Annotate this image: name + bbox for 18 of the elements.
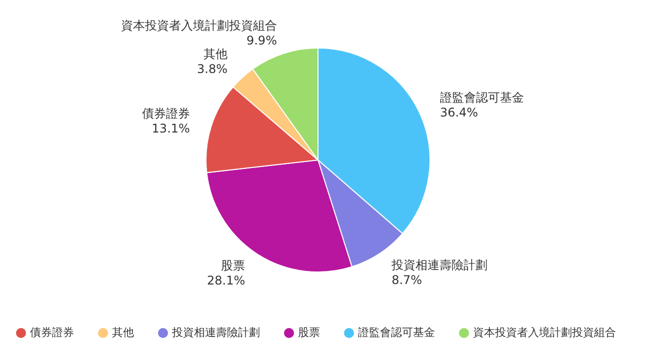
- slice-label: 債券證券: [142, 106, 190, 121]
- slice-label: 證監會認可基金: [440, 90, 524, 104]
- legend-label: 投資相連壽險計劃: [172, 326, 260, 339]
- data-label: 13.1%: [152, 122, 190, 136]
- legend-label: 資本投資者入境計劃投資組合: [473, 326, 616, 339]
- slice-label: 資本投資者入境計劃投資組合: [120, 18, 277, 32]
- legend-label: 債券證券: [30, 326, 74, 339]
- data-label: 28.1%: [207, 273, 246, 288]
- data-label: 8.7%: [392, 273, 422, 287]
- data-label: 9.9%: [246, 33, 277, 48]
- data-label: 3.8%: [197, 62, 228, 76]
- slice-label: 投資相連壽險計劃: [390, 258, 488, 272]
- slice-label: 其他: [204, 47, 228, 62]
- legend-label: 其他: [112, 326, 134, 339]
- legend-label: 股票: [298, 326, 320, 339]
- slice-label: 股票: [221, 258, 246, 272]
- data-label: 36.4%: [440, 105, 478, 120]
- legend-label: 證監會認可基金: [358, 326, 435, 339]
